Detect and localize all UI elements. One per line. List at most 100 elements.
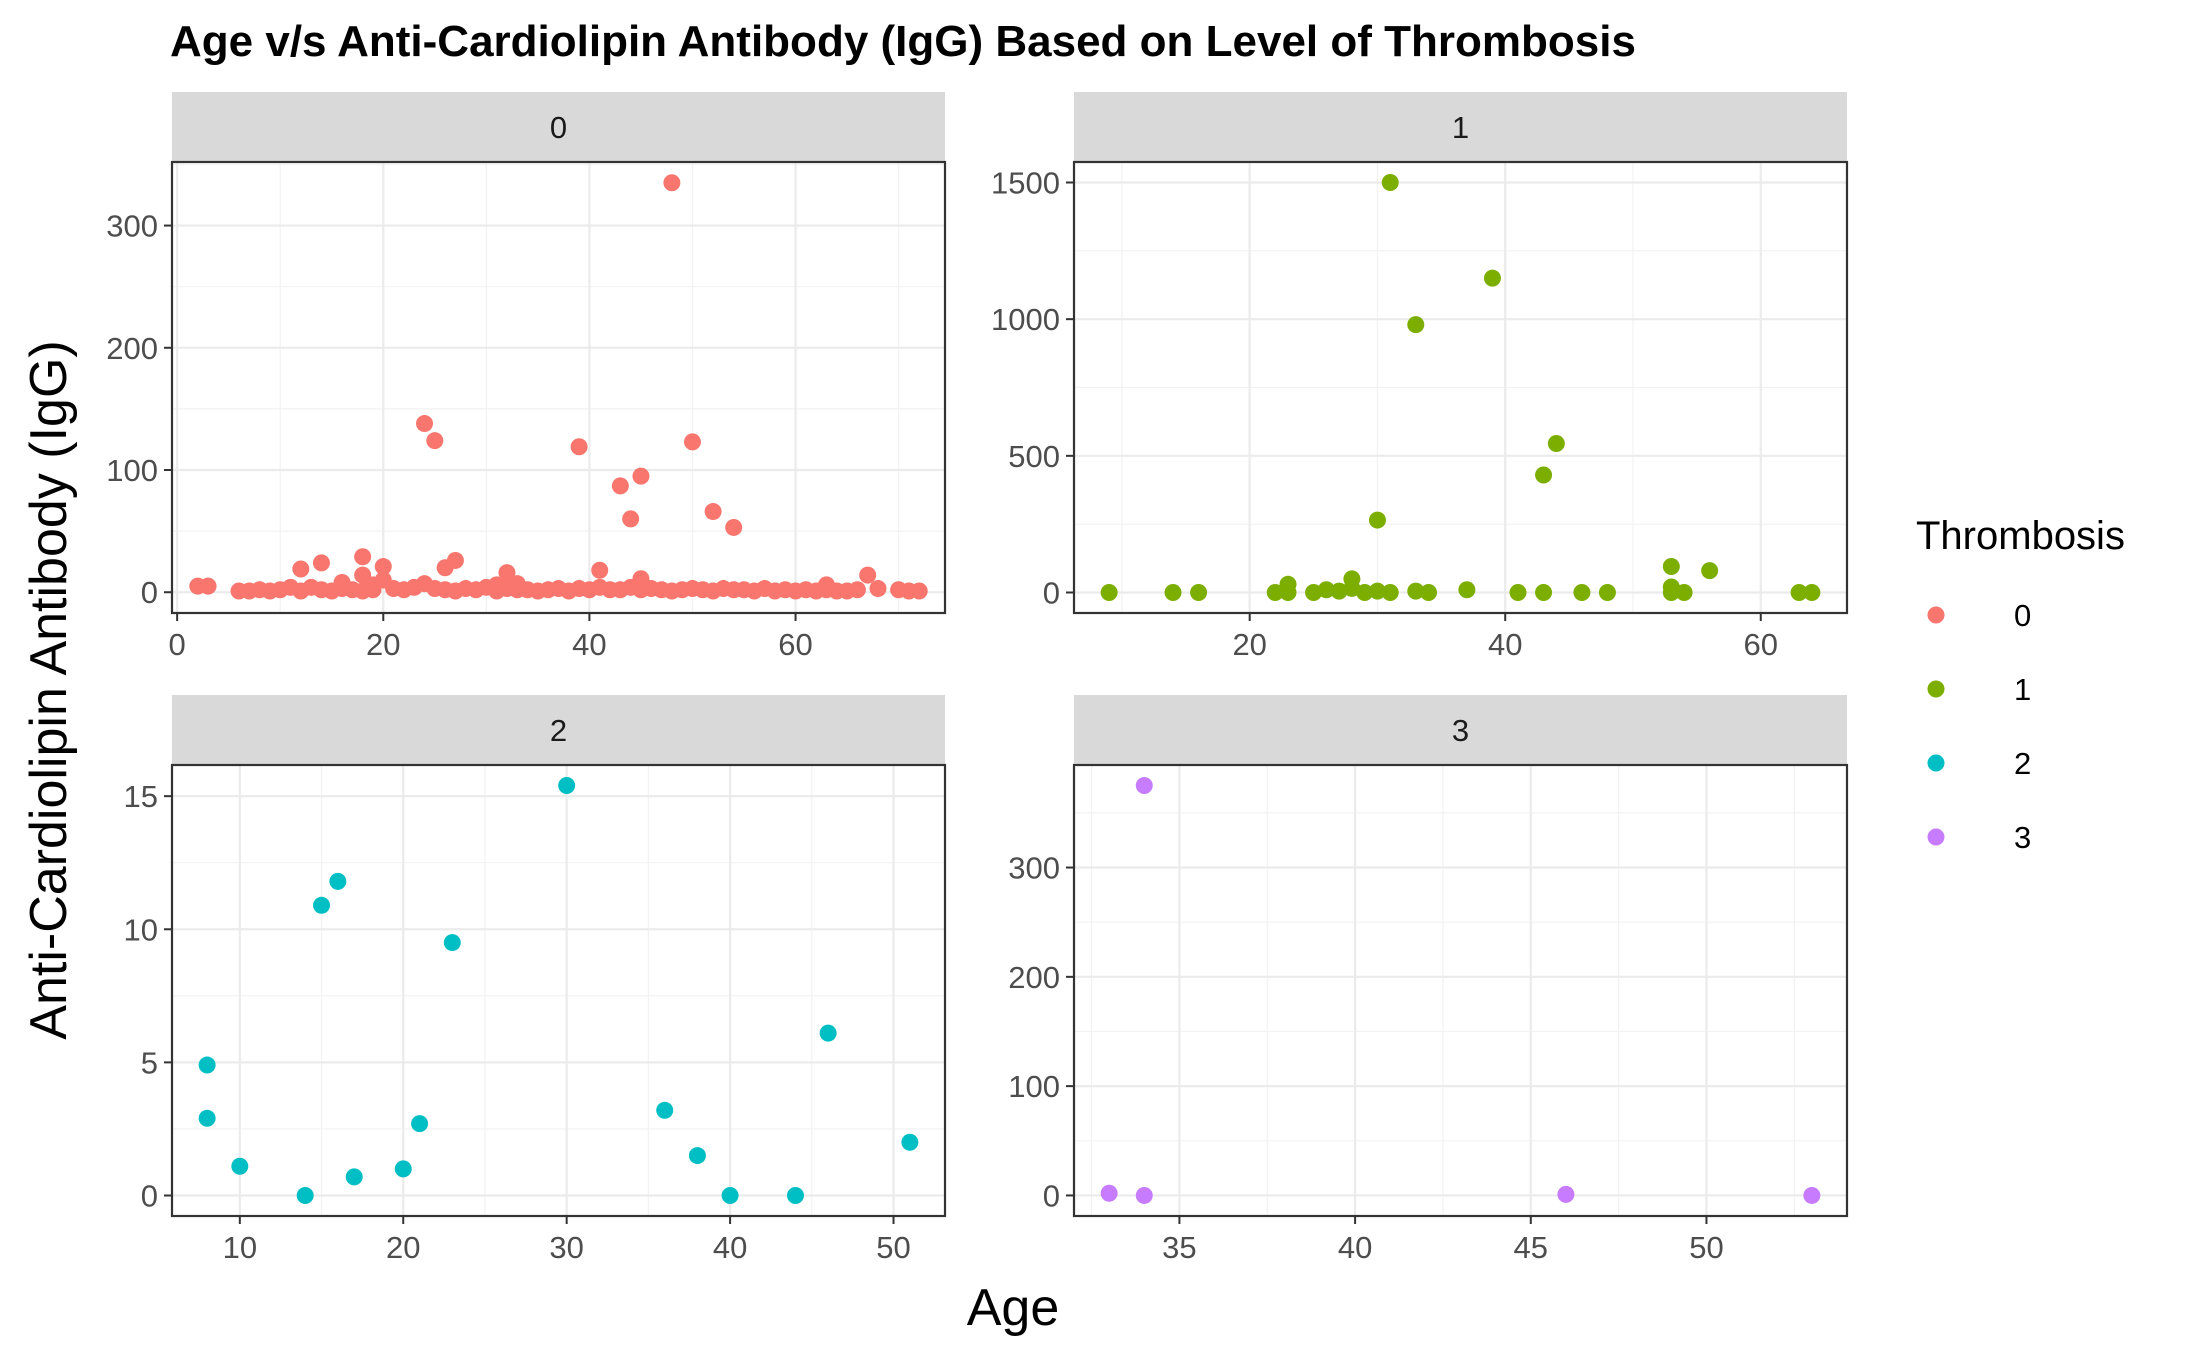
legend-label-3: 3 [2014,820,2031,855]
panel-border [1072,160,1849,615]
data-point [1535,584,1553,601]
panel-background [172,162,945,613]
data-point [1790,584,1808,601]
data-point [1598,584,1616,601]
data-point [663,174,681,192]
data-point [848,581,866,599]
data-point [1305,584,1323,601]
data-point [683,433,701,451]
data-point [411,1115,429,1133]
data-point [869,580,887,598]
data-point [1420,584,1438,601]
legend-key-2 [1927,754,1945,772]
data-point [1407,316,1425,334]
data-point [819,1024,837,1042]
data-point [1701,562,1719,580]
data-point [1458,581,1476,599]
legend-title: Thrombosis [1916,514,2125,558]
data-point [1803,584,1821,601]
y-tick-label: 15 [124,779,158,814]
y-tick-label: 1000 [991,302,1060,337]
data-point [725,518,743,536]
chart-title: Age v/s Anti-Cardiolipin Antibody (IgG) … [170,17,1636,66]
legend: Thrombosis 0 1 2 3 [1916,514,2125,855]
data-point [1547,435,1565,453]
y-tick-label: 300 [106,209,158,244]
legend-label-2: 2 [2014,746,2031,781]
data-point [1330,582,1348,600]
legend-label-1: 1 [2014,672,2031,707]
panel-border [1072,763,1849,1218]
data-point [443,934,461,952]
x-tick-label: 0 [169,627,186,662]
data-point [622,510,640,528]
data-point [656,1101,674,1119]
data-point [394,1160,412,1178]
data-point [426,432,444,450]
data-point [231,1157,249,1175]
x-tick-label: 20 [1232,627,1266,662]
x-tick-label: 35 [1162,1230,1196,1265]
y-tick-label: 100 [106,453,158,488]
legend-key-0 [1927,606,1945,624]
facet-strip [172,92,945,162]
x-tick-label: 40 [1488,627,1522,662]
data-point [611,477,629,495]
panel-border [170,160,947,615]
data-point [910,582,928,600]
y-tick-label: 1500 [991,166,1060,201]
data-point [901,1133,919,1151]
data-point [1279,584,1297,601]
data-point [312,554,330,572]
y-tick-label: 500 [1008,439,1060,474]
data-point [292,560,310,578]
data-point [1368,511,1386,529]
y-tick-label: 100 [1008,1069,1060,1104]
panel-background [1074,765,1847,1216]
data-point [1381,174,1399,191]
legend-key-3 [1927,828,1945,846]
y-tick-label: 0 [1043,576,1060,611]
data-point [354,548,372,566]
x-tick-label: 50 [876,1230,910,1265]
data-point [1675,584,1693,601]
data-point [1509,584,1527,601]
facet-strip-label: 2 [550,713,567,748]
data-point [1356,584,1374,601]
data-point [1368,582,1386,600]
data-point [1317,581,1335,599]
data-point [1343,579,1361,597]
data-point [632,467,650,485]
y-tick-label: 5 [141,1045,158,1080]
data-point [721,1187,739,1204]
data-point [199,577,217,595]
x-tick-label: 40 [572,627,606,662]
y-tick-label: 200 [1008,960,1060,995]
data-point [416,415,434,433]
facet-panel-2: 2 10 20 30 40 50 0 5 10 15 [124,695,947,1265]
data-point [1535,466,1553,484]
data-point [1573,584,1591,601]
data-point [198,1109,216,1127]
panel-border [170,763,947,1218]
data-point [1662,584,1680,601]
y-axis-title: Anti-Cardiolipin Antibody (IgG) [20,340,78,1039]
facet-panel-1: 1 20 40 60 0 500 1000 1500 [991,92,1849,662]
data-point [498,564,516,582]
x-tick-label: 60 [778,627,812,662]
y-tick-label: 0 [1043,1178,1060,1213]
x-tick-label: 40 [1338,1230,1372,1265]
data-point [786,1187,804,1204]
data-point [1483,269,1501,287]
data-point [296,1187,314,1204]
data-point [198,1056,216,1074]
data-point [1164,584,1182,601]
data-point [345,1168,363,1186]
data-point [1803,1186,1821,1204]
y-tick-label: 300 [1008,851,1060,886]
data-point [1100,584,1118,601]
data-point [329,872,347,890]
